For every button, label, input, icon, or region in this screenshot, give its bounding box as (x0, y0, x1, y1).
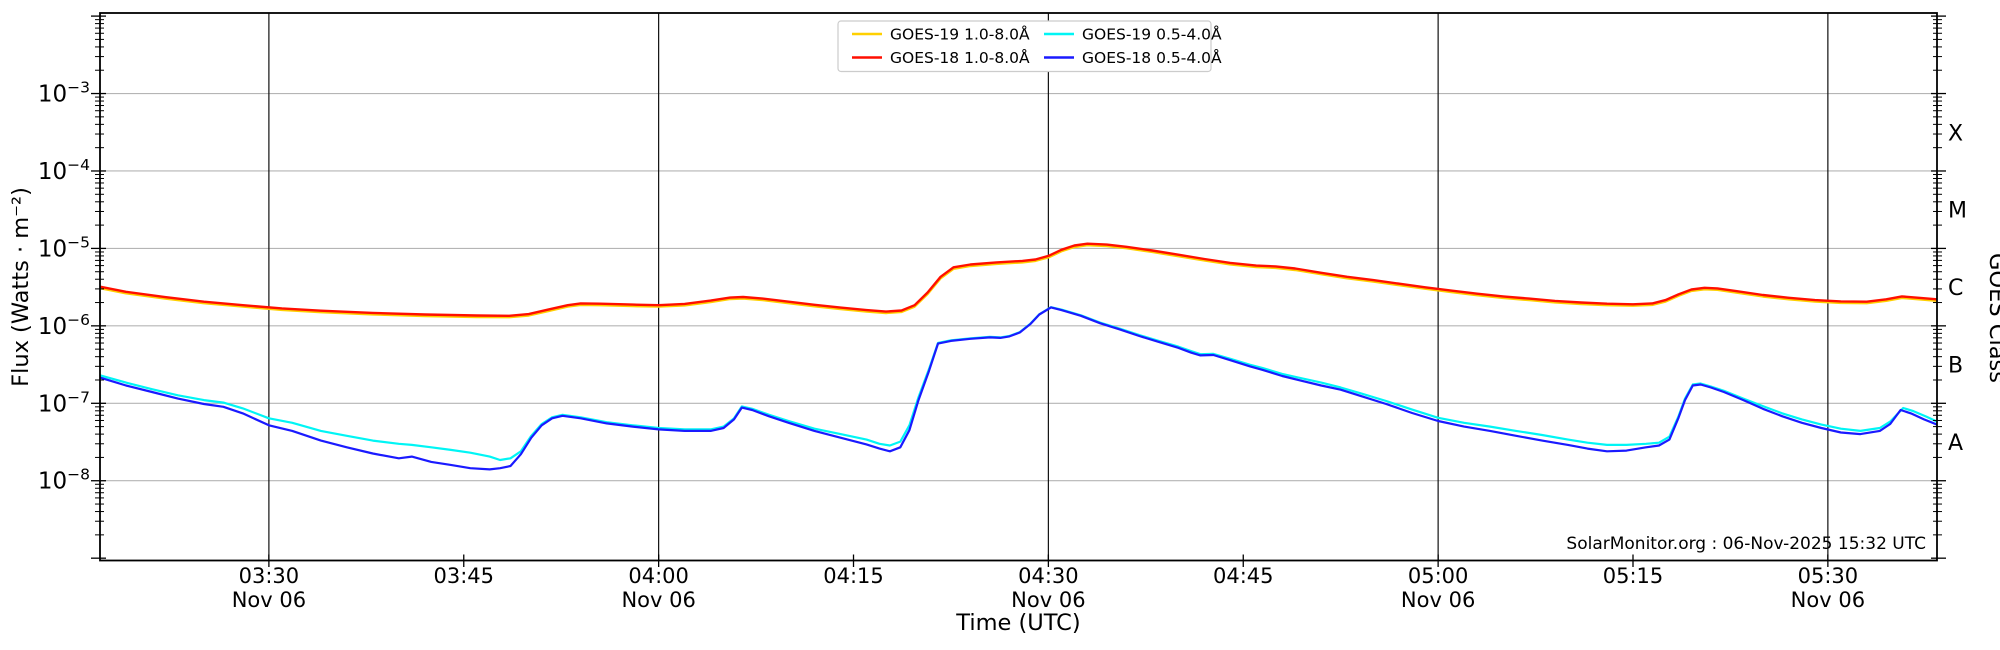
y-tick-label: 10−3 (38, 79, 90, 108)
x-tick-label: 03:30 (239, 564, 300, 588)
x-tick-label: 04:45 (1213, 564, 1274, 588)
legend-entry-label: GOES-19 0.5-4.0Å (1082, 25, 1222, 44)
axes (91, 12, 1946, 567)
x-tick-label: 05:30 (1798, 564, 1859, 588)
x-tick-sublabel: Nov 06 (621, 588, 695, 612)
legend-entry: GOES-18 1.0-8.0Å (852, 48, 1030, 67)
x-tick-label: 03:45 (433, 564, 494, 588)
goes-class-letter: B (1948, 354, 1963, 379)
y-tick-label: 10−5 (38, 233, 90, 262)
x-tick-label: 04:15 (823, 564, 884, 588)
series-line-goes-18-0-5-4-0- (100, 306, 1937, 471)
legend-entry: GOES-19 0.5-4.0Å (1044, 25, 1222, 44)
y-axis-title-right: GOES Class (1984, 253, 2000, 383)
goes-class-letter: A (1948, 431, 1963, 456)
series-curves (100, 242, 1937, 471)
y-tick-label: 10−6 (38, 311, 90, 340)
x-tick-label: 05:15 (1603, 564, 1664, 588)
legend-box (837, 20, 1212, 73)
x-tick-label: 04:30 (1018, 564, 1079, 588)
x-tick-sublabel: Nov 06 (1401, 588, 1475, 612)
y-tick-label: 10−4 (38, 156, 90, 185)
x-tick-label: 04:00 (628, 564, 689, 588)
goes-class-letter: X (1948, 121, 1963, 146)
series-line-goes-18-1-0-8-0- (100, 242, 1937, 317)
x-tick-label: 05:00 (1408, 564, 1469, 588)
legend-entry-label: GOES-18 1.0-8.0Å (890, 48, 1030, 67)
watermark-text: SolarMonitor.org : 06-Nov-2025 15:32 UTC (1566, 534, 1926, 554)
legend-entry: GOES-19 1.0-8.0Å (852, 25, 1030, 44)
y-tick-label: 10−8 (38, 466, 90, 495)
gridlines (100, 13, 1937, 561)
legend-entry-label: GOES-19 1.0-8.0Å (890, 25, 1030, 44)
y-axis-title: Flux (Watts · m⁻²) (8, 187, 34, 387)
series-line-goes-19-0-5-4-0- (100, 306, 1937, 462)
x-tick-sublabel: Nov 06 (232, 588, 306, 612)
x-axis-title: Time (UTC) (955, 610, 1080, 636)
legend-entry-label: GOES-18 0.5-4.0Å (1082, 48, 1222, 67)
series-line-goes-19-1-0-8-0- (100, 243, 1937, 319)
x-tick-sublabel: Nov 06 (1011, 588, 1085, 612)
goes-class-letter: M (1948, 199, 1967, 224)
x-tick-sublabel: Nov 06 (1791, 588, 1865, 612)
legend-entry: GOES-18 0.5-4.0Å (1044, 48, 1222, 67)
plot-border (99, 12, 1938, 562)
goes-class-letter: C (1948, 276, 1963, 301)
y-tick-label: 10−7 (38, 388, 90, 417)
legend: GOES-19 1.0-8.0Å GOES-18 1.0-8.0Å GOES-19 … (837, 20, 1222, 73)
